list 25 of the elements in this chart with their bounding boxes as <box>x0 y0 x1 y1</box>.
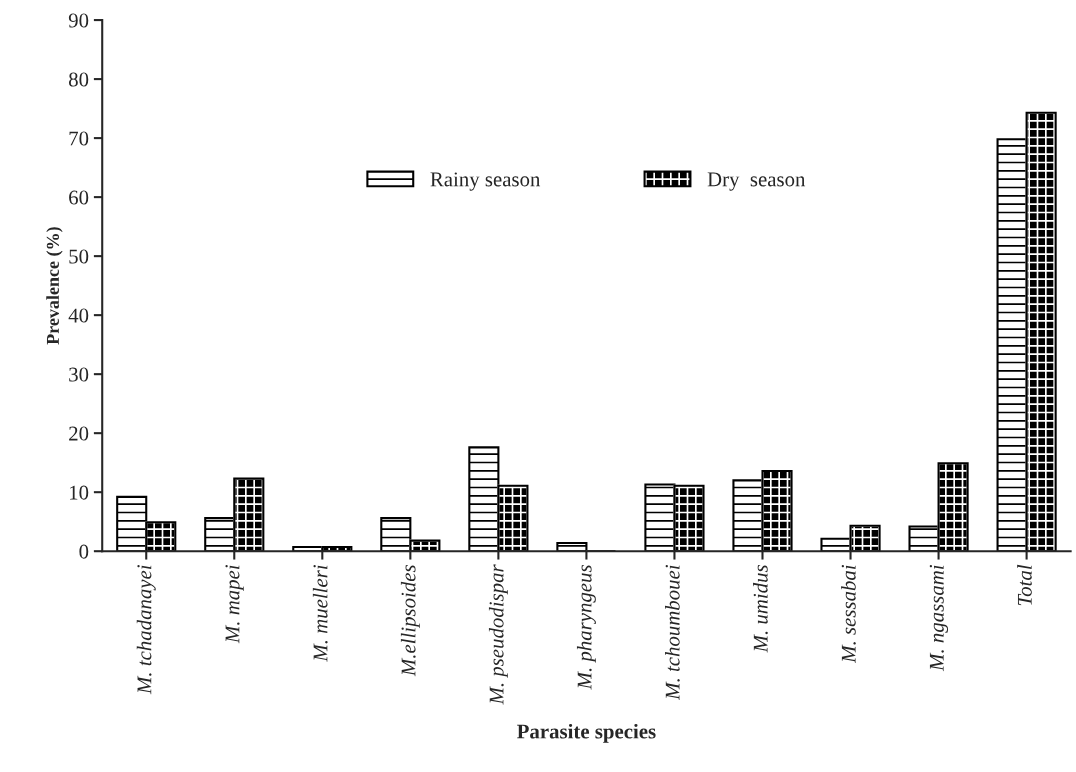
y-tick-label: 70 <box>69 131 89 146</box>
legend-label: Rainy season <box>430 172 541 191</box>
x-tick-label: M. tchoumbouei <box>665 565 680 701</box>
y-tick-label: 90 <box>68 13 89 28</box>
y-tick-label: 60 <box>69 190 89 205</box>
x-tick-label: M. tchadanayei <box>136 565 156 695</box>
x-tick-label: M. muelleri <box>312 565 328 662</box>
x-tick-label: M. ngassami <box>929 565 949 672</box>
y-tick-label: 50 <box>69 249 89 264</box>
legend-label: Dry season <box>707 172 806 191</box>
x-tick-label: M. umidus <box>753 565 768 653</box>
y-tick-label: 0 <box>79 544 89 559</box>
y-tick-label: 40 <box>68 308 89 323</box>
x-axis-title: Parasite species <box>517 723 656 743</box>
y-tick-label: 10 <box>70 485 89 500</box>
x-tick-label: M. pseudodispar <box>488 564 508 705</box>
x-tick-label: M. sessabai <box>841 565 856 664</box>
x-tick-label: Total <box>1017 564 1032 606</box>
y-tick-label: 30 <box>69 367 89 382</box>
y-tick-label: 20 <box>69 426 89 441</box>
y-axis-title: Prevalence (%) <box>46 227 63 345</box>
x-tick-label: M. mapei <box>225 565 244 644</box>
y-tick-label: 80 <box>68 72 89 87</box>
x-tick-label: M.ellipsoides <box>400 565 420 677</box>
x-tick-label: M. pharyngeus <box>576 565 596 690</box>
